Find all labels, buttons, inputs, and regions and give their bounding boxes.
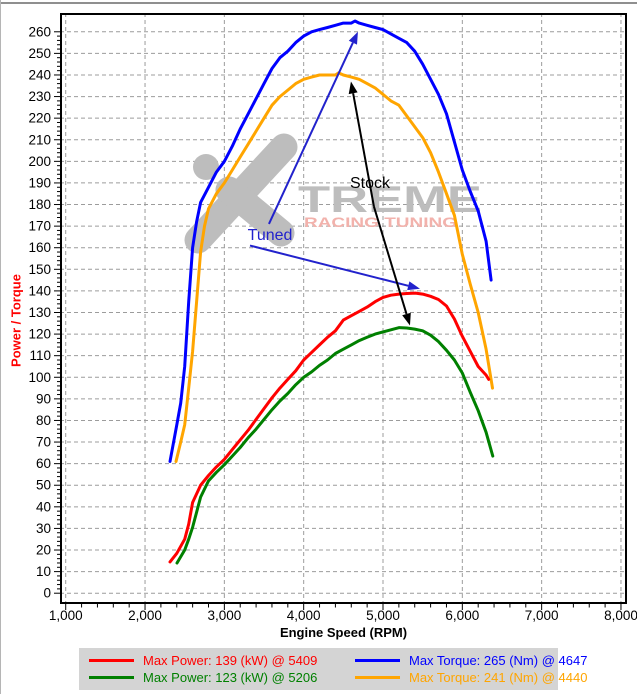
y-tick-label: 250 bbox=[28, 46, 51, 61]
legend-item: Max Power: 139 (kW) @ 5409 bbox=[89, 653, 355, 668]
x-tick-label: 3,000 bbox=[207, 608, 241, 623]
curve-tuned-torque bbox=[168, 19, 493, 463]
annotation-arrow-line bbox=[268, 42, 354, 225]
y-tick-label: 70 bbox=[36, 435, 51, 450]
legend-swatch-red-line bbox=[89, 659, 134, 662]
y-tick-label: 200 bbox=[28, 154, 51, 169]
annotation-arrow-line bbox=[373, 206, 408, 315]
y-tick-label: 130 bbox=[28, 305, 51, 320]
y-tick-label: 0 bbox=[43, 586, 51, 601]
annotation-arrow-line bbox=[249, 244, 409, 287]
x-tick-label: 4,000 bbox=[287, 608, 321, 623]
x-tick-label: 5,000 bbox=[366, 608, 400, 623]
annotation-arrowhead bbox=[402, 312, 411, 326]
curve-stock-power bbox=[175, 326, 495, 565]
y-tick-label: 20 bbox=[36, 543, 51, 558]
watermark-subtitle-text: RACING TUNING bbox=[304, 214, 457, 230]
y-tick-label: 140 bbox=[28, 283, 51, 298]
y-tick-label: 240 bbox=[28, 67, 51, 82]
legend: Max Power: 139 (kW) @ 5409 Max Torque: 2… bbox=[79, 648, 587, 690]
annotation-arrowhead bbox=[407, 281, 420, 291]
x-axis-title: Engine Speed (RPM) bbox=[279, 625, 408, 640]
plot-border bbox=[60, 13, 627, 604]
y-tick-label: 10 bbox=[36, 564, 51, 579]
legend-label: Max Power: 123 (kW) @ 5206 bbox=[143, 670, 318, 685]
legend-item: Max Torque: 241 (Nm) @ 4440 bbox=[355, 670, 587, 685]
curves bbox=[168, 19, 495, 565]
annotation-arrow-line bbox=[352, 93, 375, 207]
annotation-arrowhead bbox=[348, 31, 358, 45]
x-tick-label: 7,000 bbox=[525, 608, 559, 623]
watermark-brand-text: TREME bbox=[298, 179, 482, 220]
annotation-arrowhead bbox=[348, 81, 358, 95]
annotations: Tuned Stock bbox=[248, 31, 420, 326]
panel-top-edge bbox=[1, 2, 637, 4]
x-tick-label: 1,000 bbox=[49, 608, 83, 623]
y-tick-label: 60 bbox=[36, 456, 51, 471]
y-tick-label: 40 bbox=[36, 499, 51, 514]
gridlines bbox=[60, 13, 627, 604]
y-tick-label: 30 bbox=[36, 521, 51, 536]
y-tick-label: 210 bbox=[28, 132, 51, 147]
legend-swatch-blue-line bbox=[355, 659, 400, 662]
y-tick-label: 170 bbox=[28, 219, 51, 234]
y-tick-label: 50 bbox=[36, 478, 51, 493]
legend-label: Max Torque: 241 (Nm) @ 4440 bbox=[409, 670, 588, 685]
y-tick-label: 180 bbox=[28, 197, 51, 212]
y-tick-label: 220 bbox=[28, 111, 51, 126]
y-tick-label: 100 bbox=[28, 370, 51, 385]
y-tick-label: 160 bbox=[28, 240, 51, 255]
legend-label: Max Power: 139 (kW) @ 5409 bbox=[143, 653, 318, 668]
x-tick-label: 6,000 bbox=[445, 608, 479, 623]
curve-tuned-power bbox=[168, 291, 491, 564]
legend-label: Max Torque: 265 (Nm) @ 4647 bbox=[409, 653, 588, 668]
y-tick-label: 150 bbox=[28, 262, 51, 277]
legend-item: Max Power: 123 (kW) @ 5206 bbox=[89, 670, 355, 685]
annotation-label: Stock bbox=[350, 175, 391, 192]
y-tick-label: 260 bbox=[28, 24, 51, 39]
y-tick-label: 190 bbox=[28, 175, 51, 190]
y-tick-label: 90 bbox=[36, 391, 51, 406]
y-tick-label: 230 bbox=[28, 89, 51, 104]
legend-swatch-orange-line bbox=[355, 676, 400, 679]
x-tick-label: 8,000 bbox=[604, 608, 637, 623]
watermark: TREME RACING TUNING bbox=[184, 133, 482, 254]
x-tick-label: 2,000 bbox=[128, 608, 162, 623]
annotation-label: Tuned bbox=[248, 227, 293, 244]
y-tick-label: 80 bbox=[36, 413, 51, 428]
legend-swatch-green-line bbox=[89, 676, 134, 679]
x-logo bbox=[184, 133, 298, 254]
legend-item: Max Torque: 265 (Nm) @ 4647 bbox=[355, 653, 587, 668]
axes: 1,000 2,000 3,000 4,000 5,000 6,000 7,000 8,000… bbox=[28, 13, 637, 623]
y-tick-label: 120 bbox=[28, 327, 51, 342]
curve-stock-torque bbox=[174, 71, 494, 463]
y-axis-title: Power / Torque bbox=[8, 274, 24, 367]
y-tick-label: 110 bbox=[29, 348, 51, 363]
